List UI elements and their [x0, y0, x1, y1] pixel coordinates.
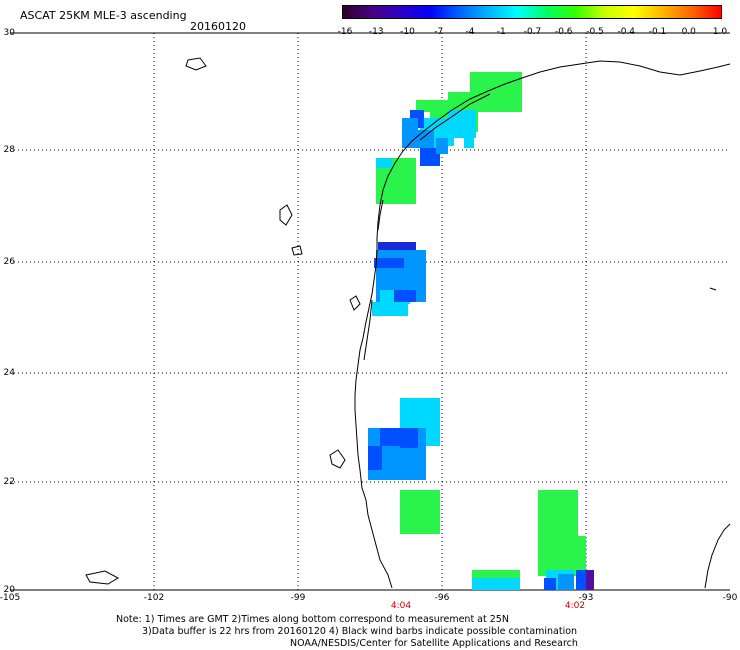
map-date: 20160120 — [190, 20, 246, 33]
color-scale-label: 0.0 — [681, 27, 696, 37]
swath-cell — [400, 490, 440, 534]
lat-label-26: 26 — [3, 257, 15, 267]
lon-label-90: -90 — [722, 593, 738, 603]
swath-cell — [376, 158, 392, 168]
note-line-3: NOAA/NESDIS/Center for Satellite Applica… — [290, 638, 578, 649]
swath-time-2: 4:02 — [564, 601, 586, 611]
lon-label-99: -99 — [290, 593, 306, 603]
color-scale-label: -0.6 — [554, 27, 573, 37]
color-scale-bar — [342, 5, 722, 19]
swath-cell — [558, 574, 574, 590]
padre-island — [377, 199, 384, 231]
color-scale-label: -7 — [434, 27, 444, 37]
swath-cell — [380, 428, 400, 446]
coastline — [85, 57, 731, 589]
lat-label-22: 22 — [3, 477, 15, 487]
lake-1 — [185, 57, 207, 71]
swath-cell — [576, 570, 586, 590]
color-scale-label: -4 — [465, 27, 475, 37]
lake-3 — [85, 570, 120, 585]
swath-cell — [368, 446, 382, 470]
barrier-island-north — [419, 93, 491, 141]
swath-cell — [378, 242, 416, 252]
swath-cell — [416, 100, 434, 112]
lake-2 — [279, 204, 293, 226]
color-scale-label: -10 — [400, 27, 415, 37]
lat-label-30: 30 — [3, 28, 15, 38]
lake-6 — [349, 295, 361, 311]
lake-5 — [291, 245, 303, 256]
lake-7 — [709, 287, 717, 291]
texas-mexico-coast — [354, 60, 731, 589]
swath-time-1: 4:04 — [390, 601, 412, 611]
swath-cell — [538, 536, 586, 576]
scatterometer-swath — [368, 72, 594, 590]
swath-cell — [374, 258, 404, 268]
map-title: ASCAT 25KM MLE-3 ascending — [20, 9, 187, 22]
swath-cell — [418, 130, 434, 148]
swath-cell — [394, 290, 416, 302]
swath-cell — [372, 302, 408, 316]
lake-4 — [329, 449, 346, 469]
note-line-2: 3)Data buffer is 22 hrs from 20160120 4)… — [142, 626, 578, 637]
color-scale-label: -1 — [496, 27, 506, 37]
swath-cell — [586, 570, 594, 590]
lon-label-102: -102 — [143, 593, 165, 603]
swath-cell — [436, 138, 448, 154]
color-scale-label: -13 — [368, 27, 384, 37]
barrier-island-south — [363, 299, 373, 361]
color-scale-label: -0.1 — [648, 27, 667, 37]
swath-cell — [464, 138, 474, 148]
lat-lon-grid — [10, 33, 730, 590]
swath-cell — [472, 578, 520, 590]
lat-label-24: 24 — [3, 368, 15, 378]
color-scale-label: 1.0 — [712, 27, 728, 37]
color-scale-label: -0.4 — [617, 27, 636, 37]
lon-label-105: -105 — [0, 593, 21, 603]
swath-cell — [402, 118, 418, 148]
swath-cell — [420, 148, 440, 166]
swath-cell — [470, 72, 522, 112]
color-scale-label: -0.5 — [586, 27, 604, 37]
lat-label-20: 20 — [3, 585, 15, 595]
color-scale-label: -16 — [337, 27, 353, 37]
swath-cell — [400, 428, 418, 448]
swath-cell — [544, 578, 556, 590]
lat-label-28: 28 — [3, 145, 15, 155]
lon-label-93: -93 — [578, 593, 594, 603]
note-line-1: Note: 1) Times are GMT 2)Times along bot… — [116, 614, 509, 625]
yucatan-coast — [704, 523, 731, 589]
color-scale-label: -0.7 — [523, 27, 542, 37]
lon-label-96: -96 — [434, 593, 450, 603]
